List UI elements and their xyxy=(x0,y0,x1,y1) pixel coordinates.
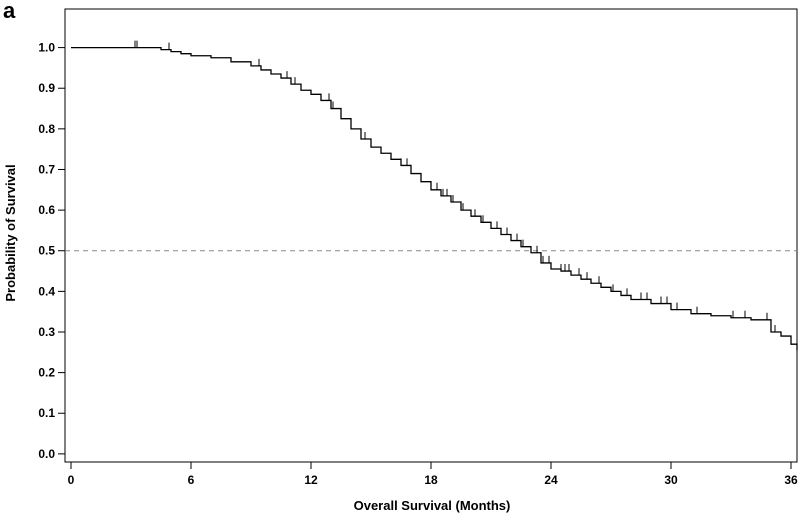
y-axis: 0.0 0.1 0.2 0.3 0.4 0.5 0.6 0.7 0.8 0.9 1.0 xyxy=(38,41,65,461)
panel-label: a xyxy=(3,0,16,23)
y-tick-label: 0.6 xyxy=(38,203,55,217)
y-tick-label: 0.4 xyxy=(38,284,55,298)
x-axis-title: Overall Survival (Months) xyxy=(354,498,511,513)
y-tick-label: 0.8 xyxy=(38,122,55,136)
censor-marks xyxy=(134,40,776,332)
x-tick-label: 24 xyxy=(544,473,558,487)
x-tick-label: 18 xyxy=(424,473,438,487)
survival-curve xyxy=(71,46,798,351)
x-tick-label: 0 xyxy=(68,473,75,487)
x-tick-label: 12 xyxy=(304,473,318,487)
y-tick-label: 0.9 xyxy=(38,81,55,95)
x-tick-label: 6 xyxy=(188,473,195,487)
y-tick-label: 0.5 xyxy=(38,244,55,258)
x-axis: 0 6 12 18 24 30 36 xyxy=(68,462,798,487)
plot-frame xyxy=(64,8,798,463)
x-tick-label: 36 xyxy=(784,473,798,487)
y-axis-title: Probability of Survival xyxy=(3,164,18,301)
y-tick-label: 0.1 xyxy=(38,406,55,420)
y-tick-label: 0.2 xyxy=(38,366,55,380)
x-tick-label: 30 xyxy=(664,473,678,487)
y-tick-label: 0.3 xyxy=(38,325,55,339)
y-tick-label: 1.0 xyxy=(38,41,55,55)
y-tick-label: 0.0 xyxy=(38,447,55,461)
y-tick-label: 0.7 xyxy=(38,162,55,176)
